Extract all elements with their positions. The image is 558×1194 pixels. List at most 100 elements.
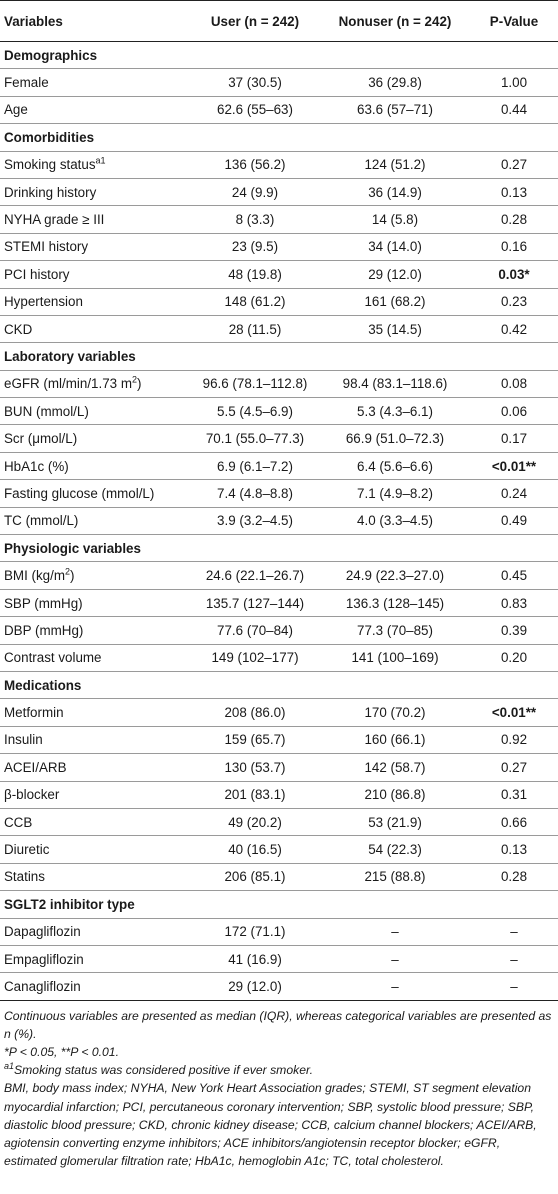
user-value: 6.9 (6.1–7.2) — [190, 451, 320, 480]
table-row: eGFR (ml/min/1.73 m2) 96.6 (78.1–112.8) 98… — [0, 369, 558, 398]
variable-name: Contrast volume — [0, 643, 190, 672]
p-value: 0.28 — [470, 205, 558, 234]
p-value: 0.20 — [470, 643, 558, 672]
table-row: STEMI history 23 (9.5) 34 (14.0) 0.16 — [0, 232, 558, 261]
header-user: User (n = 242) — [190, 0, 320, 42]
variable-label: TC (mmol/L) — [4, 513, 79, 529]
nonuser-value: 160 (66.1) — [320, 725, 470, 754]
nonuser-value: 34 (14.0) — [320, 232, 470, 261]
variable-label: SBP (mmHg) — [4, 595, 83, 611]
variable-label: HbA1c (%) — [4, 458, 69, 474]
variable-label: Statins — [4, 869, 45, 885]
user-value: 28 (11.5) — [190, 314, 320, 343]
user-value: 130 (53.7) — [190, 753, 320, 782]
user-value: 8 (3.3) — [190, 205, 320, 234]
section-header-row: Laboratory variables — [0, 342, 558, 371]
variable-name: HbA1c (%) — [0, 451, 190, 480]
variable-label: Canagliflozin — [4, 978, 81, 994]
header-nonuser: Nonuser (n = 242) — [320, 0, 470, 42]
variable-name: NYHA grade ≥ III — [0, 205, 190, 234]
header-row: Variables User (n = 242) Nonuser (n = 24… — [0, 0, 558, 42]
variable-label: Female — [4, 75, 49, 91]
section-header-row: Medications — [0, 670, 558, 699]
p-value: <0.01** — [470, 451, 558, 480]
user-value: 206 (85.1) — [190, 862, 320, 891]
p-value: 0.03* — [470, 260, 558, 289]
table-row: Scr (μmol/L) 70.1 (55.0–77.3) 66.9 (51.0–7… — [0, 424, 558, 453]
table-row: Contrast volume 149 (102–177) 141 (100–169… — [0, 643, 558, 672]
variable-name: Dapagliflozin — [0, 917, 190, 946]
variable-label: Hypertension — [4, 294, 83, 310]
variable-name: Metformin — [0, 698, 190, 727]
nonuser-value: 35 (14.5) — [320, 314, 470, 343]
nonuser-value: 142 (58.7) — [320, 753, 470, 782]
variable-name: Canagliflozin — [0, 972, 190, 1001]
variable-name: Insulin — [0, 725, 190, 754]
p-value: 0.16 — [470, 232, 558, 261]
nonuser-value: 36 (14.9) — [320, 177, 470, 206]
variable-name: CCB — [0, 807, 190, 836]
variable-label: Contrast volume — [4, 650, 102, 666]
variable-name: SBP (mmHg) — [0, 588, 190, 617]
variable-name: ACEI/ARB — [0, 753, 190, 782]
variable-label: Dapagliflozin — [4, 924, 81, 940]
table-row: PCI history 48 (19.8) 29 (12.0) 0.03* — [0, 260, 558, 289]
nonuser-value: 36 (29.8) — [320, 68, 470, 97]
table-row: Smoking statusa1 136 (56.2) 124 (51.2) 0.27 — [0, 150, 558, 179]
p-value: 0.42 — [470, 314, 558, 343]
variable-name: eGFR (ml/min/1.73 m2) — [0, 369, 190, 398]
table-row: CKD 28 (11.5) 35 (14.5) 0.42 — [0, 314, 558, 343]
nonuser-value: 53 (21.9) — [320, 807, 470, 836]
section-title: Physiologic variables — [0, 534, 558, 562]
table-row: β-blocker 201 (83.1) 210 (86.8) 0.31 — [0, 780, 558, 809]
p-value: – — [470, 944, 558, 973]
p-value: 0.23 — [470, 287, 558, 316]
user-value: 136 (56.2) — [190, 150, 320, 179]
nonuser-value: 5.3 (4.3–6.1) — [320, 397, 470, 425]
section-title: Demographics — [4, 47, 98, 63]
table-row: Empagliflozin 41 (16.9) – – — [0, 944, 558, 973]
table-row: Fasting glucose (mmol/L) 7.4 (4.8–8.8) 7.1… — [0, 479, 558, 508]
user-value: 40 (16.5) — [190, 835, 320, 864]
table-row: Statins 206 (85.1) 215 (88.8) 0.28 — [0, 862, 558, 891]
variable-name: Statins — [0, 862, 190, 891]
nonuser-value: – — [320, 972, 470, 1001]
p-value: 0.31 — [470, 780, 558, 809]
table-row: BUN (mmol/L) 5.5 (4.5–6.9) 5.3 (4.3–6.1) 0.… — [0, 397, 558, 425]
nonuser-value: 215 (88.8) — [320, 862, 470, 891]
variable-name: STEMI history — [0, 232, 190, 261]
variable-name: β-blocker — [0, 780, 190, 809]
user-value: 135.7 (127–144) — [190, 588, 320, 617]
nonuser-value: – — [320, 944, 470, 973]
variable-name: Smoking statusa1 — [0, 150, 190, 179]
p-value: 0.13 — [470, 835, 558, 864]
variable-name: Female — [0, 68, 190, 97]
user-value: 29 (12.0) — [190, 972, 320, 1001]
p-value: 0.17 — [470, 424, 558, 453]
variable-label: Empagliflozin — [4, 951, 84, 967]
table-row: ACEI/ARB 130 (53.7) 142 (58.7) 0.27 — [0, 753, 558, 782]
p-value: – — [470, 972, 558, 1001]
user-value: 3.9 (3.2–4.5) — [190, 506, 320, 535]
variable-label: Smoking status — [4, 157, 96, 173]
user-value: 96.6 (78.1–112.8) — [190, 369, 320, 398]
nonuser-value: – — [320, 917, 470, 946]
nonuser-value: 77.3 (70–85) — [320, 616, 470, 645]
variable-label: STEMI history — [4, 239, 89, 255]
table-row: Insulin 159 (65.7) 160 (66.1) 0.92 — [0, 725, 558, 754]
variable-name: PCI history — [0, 260, 190, 289]
variable-name: Drinking history — [0, 177, 190, 206]
header-variables: Variables — [0, 0, 190, 42]
p-value: 0.08 — [470, 369, 558, 398]
table-row: Metformin 208 (86.0) 170 (70.2) <0.01** — [0, 698, 558, 727]
variable-label: DBP (mmHg) — [4, 622, 84, 638]
nonuser-value: 98.4 (83.1–118.6) — [320, 369, 470, 398]
variable-label: CCB — [4, 814, 33, 830]
user-value: 5.5 (4.5–6.9) — [190, 397, 320, 425]
user-value: 41 (16.9) — [190, 944, 320, 973]
table-row: Dapagliflozin 172 (71.1) – – — [0, 917, 558, 946]
nonuser-value: 210 (86.8) — [320, 780, 470, 809]
variable-superscript: 2 — [65, 566, 71, 577]
nonuser-value: 63.6 (57–71) — [320, 95, 470, 124]
p-value: 0.44 — [470, 95, 558, 124]
